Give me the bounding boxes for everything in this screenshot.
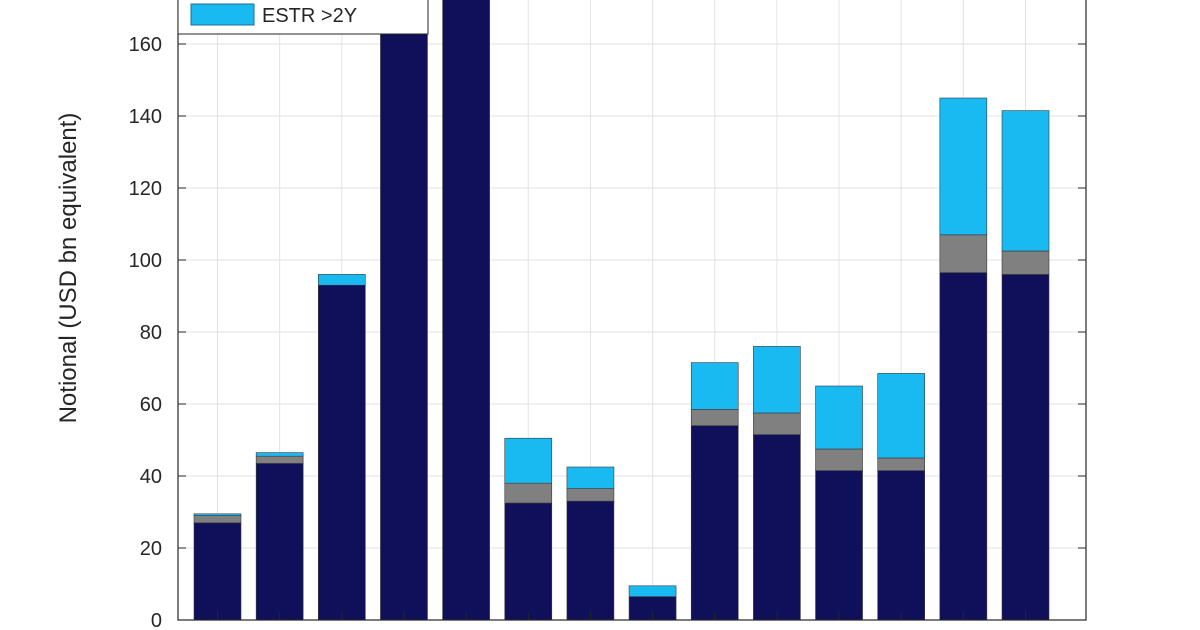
- legend: ESTR >2Y: [177, 0, 429, 35]
- bar-segment-estr-over-2y: [690, 362, 739, 410]
- y-tick-label: 120: [129, 178, 162, 200]
- bar-segment-mid: [815, 448, 863, 471]
- bar-segment-mid: [193, 515, 242, 524]
- bar-segment-mid: [690, 409, 739, 426]
- bar-segment-base: [753, 434, 801, 621]
- y-axis-label: Notional (USD bn equivalent): [55, 113, 82, 424]
- legend-label-estr: ESTR >2Y: [262, 5, 357, 27]
- bar-segment-estr-over-2y: [504, 437, 553, 484]
- bar-segment-mid: [753, 412, 801, 435]
- y-tick-label: 40: [140, 466, 162, 488]
- bar-segment-estr-over-2y: [815, 385, 863, 450]
- y-tick-label: 160: [129, 34, 162, 56]
- legend-swatch-estr: [190, 3, 255, 26]
- bar-segment-base: [442, 0, 490, 621]
- bar-segment-estr-over-2y: [193, 513, 242, 516]
- bar-segment-mid: [1001, 250, 1050, 275]
- bar-segment-estr-over-2y: [939, 97, 988, 236]
- y-tick-label: 80: [140, 322, 162, 344]
- bar-segment-base: [690, 425, 739, 621]
- bar-segment-base: [318, 284, 366, 621]
- bar-segment-base: [566, 500, 615, 621]
- bar-segment-estr-over-2y: [753, 346, 801, 414]
- bar-segment-mid: [877, 457, 925, 471]
- bar-segment-mid: [504, 482, 553, 504]
- bar-segment-estr-over-2y: [877, 373, 925, 459]
- bars: [193, 0, 1050, 621]
- y-tick-label: 20: [140, 538, 162, 560]
- bar-segment-base: [193, 522, 242, 621]
- bar-segment-estr-over-2y: [255, 452, 304, 457]
- bar-segment-mid: [566, 488, 615, 502]
- bar-segment-estr-over-2y: [628, 585, 677, 597]
- bar-segment-estr-over-2y: [566, 466, 615, 489]
- bar-segment-base: [939, 272, 988, 621]
- bar-segment-base: [504, 502, 553, 621]
- bar-segment-base: [380, 0, 428, 621]
- y-tick-label: 60: [140, 394, 162, 416]
- bar-segment-estr-over-2y: [1001, 110, 1050, 252]
- y-axis: 0 20 40 60 80 100 120 140 160: [129, 34, 1086, 630]
- plot-frame: [177, 0, 1087, 621]
- y-tick-label: 0: [151, 610, 162, 630]
- y-tick-label: 140: [129, 106, 162, 128]
- bar-segment-mid: [255, 455, 304, 464]
- y-tick-label: 100: [129, 250, 162, 272]
- bar-segment-base: [815, 470, 863, 621]
- bar-segment-base: [255, 463, 304, 621]
- bar-segment-base: [877, 470, 925, 621]
- bar-segment-mid: [939, 234, 988, 273]
- bar-segment-base: [1001, 274, 1050, 621]
- bar-segment-estr-over-2y: [318, 274, 366, 286]
